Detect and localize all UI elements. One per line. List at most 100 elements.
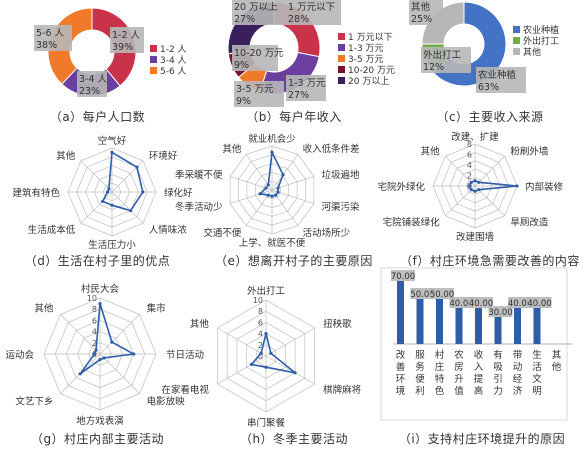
radar-tick-label: 6 — [92, 316, 97, 325]
radar-point — [258, 192, 262, 196]
radar-point — [274, 193, 278, 197]
bar-category-label-char: 升 — [454, 374, 464, 385]
radar-category-label: 活动场所少 — [303, 227, 351, 239]
radar-spoke — [474, 185, 505, 216]
radar-category-label: 河渠污染 — [321, 201, 360, 213]
radar-tick-label: 10 — [87, 294, 97, 303]
bar-category-label-char: 境 — [396, 385, 406, 397]
radar-tick-label: 0 — [258, 352, 263, 361]
legend-label: 3-5 万元 — [348, 55, 384, 65]
legend-swatch — [150, 45, 157, 52]
radar-point — [473, 179, 477, 183]
radar-category-label: 上学、就医不便 — [239, 237, 306, 249]
legend-label: 农业种植 — [523, 24, 559, 36]
radar-point — [78, 372, 82, 376]
legend-swatch — [338, 33, 345, 40]
bar-category-label-char: 经 — [513, 373, 523, 385]
radar-point — [270, 150, 274, 154]
legend-label: 1 万元以下 — [348, 33, 393, 43]
data-label-name: 其他 — [411, 1, 431, 13]
bar — [455, 308, 463, 344]
bar-category-label-char: 提 — [474, 373, 484, 385]
legend-label: 外出打工 — [523, 35, 559, 47]
data-label-name: 10-20 万元 — [234, 48, 284, 59]
radar-point — [264, 186, 268, 190]
data-label-value: 39% — [112, 42, 133, 53]
legend-swatch — [513, 37, 520, 44]
data-label-box — [232, 0, 286, 25]
legend-swatch — [338, 66, 345, 73]
radar-point — [477, 188, 481, 192]
radar-point — [98, 302, 102, 306]
radar-tick-label: 10 — [253, 296, 263, 305]
radar-category-label: 其他 — [222, 143, 242, 155]
bar-category-label-char: 服 — [415, 350, 425, 361]
data-label-name: 20 万以上 — [234, 2, 278, 13]
data-label-name: 3-4 人 — [79, 74, 108, 85]
radar-category-label: 建筑有特色 — [12, 187, 60, 199]
radar-point — [110, 150, 114, 154]
radar-category-label: 生活压力小 — [88, 239, 136, 251]
bar-value-label: 30.00 — [488, 308, 512, 318]
radar-category-label: 节日活动 — [166, 349, 204, 361]
bar-category-label-char: 值 — [454, 385, 464, 397]
bar-category-label-char: 环 — [396, 374, 406, 385]
radar-category-label: 垃圾遍地 — [321, 169, 360, 181]
bar-category-label-char: 带 — [513, 350, 523, 361]
radar-point — [281, 173, 285, 177]
radar-point — [259, 351, 263, 355]
legend-swatch — [338, 44, 345, 51]
radar-category-label: 改建、扩建 — [451, 131, 499, 143]
data-label-value: 25% — [411, 14, 432, 25]
bar-category-label-char: 入 — [474, 362, 484, 373]
radar-point — [141, 190, 145, 194]
data-label-value: 9% — [236, 96, 251, 107]
bar-category-label-char: 收 — [474, 349, 484, 361]
radar-point — [293, 371, 297, 375]
bar-category-label-char: 利 — [415, 385, 425, 397]
radar-category-label: 内部装修 — [525, 181, 564, 193]
bar-value-label-box — [488, 306, 513, 317]
radar-point — [473, 189, 477, 193]
radar-tick-label: 4 — [92, 328, 97, 337]
radar-spoke — [271, 154, 299, 191]
bar-category-label-char: 善 — [396, 361, 406, 373]
bar-category-label-char: 引 — [493, 374, 503, 385]
legend-label: 其他 — [523, 46, 541, 58]
chart-improvement-needs: 02468改建、扩建粉刷外墙内部装修旱厕改造改建围墙宅院铺装绿化宅院外绿化其他 … — [377, 130, 587, 270]
radar-category-label: 人情味浓 — [149, 224, 188, 236]
bar-value-label: 40.00 — [527, 299, 551, 309]
chart-caption: （e）想离开村子的主要原因 — [215, 254, 373, 268]
radar-tick-label: 2 — [467, 172, 472, 181]
radar-category-label: 环境好 — [149, 150, 178, 162]
data-label-name: 3-5 万元 — [236, 84, 274, 95]
legend-swatch — [338, 77, 345, 84]
bar-category-label-char: 庄 — [435, 361, 445, 373]
chart-caption: （b）每户年收入 — [246, 110, 342, 124]
radar-tick-label: 2 — [92, 339, 97, 348]
chart-income-source: 农业种植 63% 外出打工 12% 其他 25% 农业种植 外出打工 其他 （c）主要收入来源 — [393, 0, 587, 128]
bar-category-label-char: 特 — [435, 373, 445, 385]
bar-category-label-char: 济 — [513, 385, 523, 397]
radar-category-label: 旱厕改造 — [510, 216, 549, 228]
radar-point — [249, 362, 254, 366]
radar-tick-label: 6 — [258, 318, 263, 327]
data-label-value: 27% — [234, 14, 255, 25]
radar-spoke — [265, 327, 315, 357]
bar — [436, 299, 443, 344]
bar-value-label: 40.00 — [469, 299, 493, 309]
radar-point — [469, 188, 473, 192]
radar-category-label: 收入低条件差 — [303, 143, 360, 155]
radar-tick-label: 8 — [92, 305, 97, 314]
bar-category-label-char: 改 — [396, 349, 406, 361]
radar-category-label: 季采暖不便 — [175, 169, 223, 181]
radar-spoke — [99, 353, 140, 394]
bar-value-label-box — [410, 288, 435, 299]
legend-label: 20 万以上 — [348, 76, 389, 87]
legend-label: 10-20 万元 — [348, 66, 395, 76]
bar-category-label-char: 农 — [454, 349, 464, 361]
